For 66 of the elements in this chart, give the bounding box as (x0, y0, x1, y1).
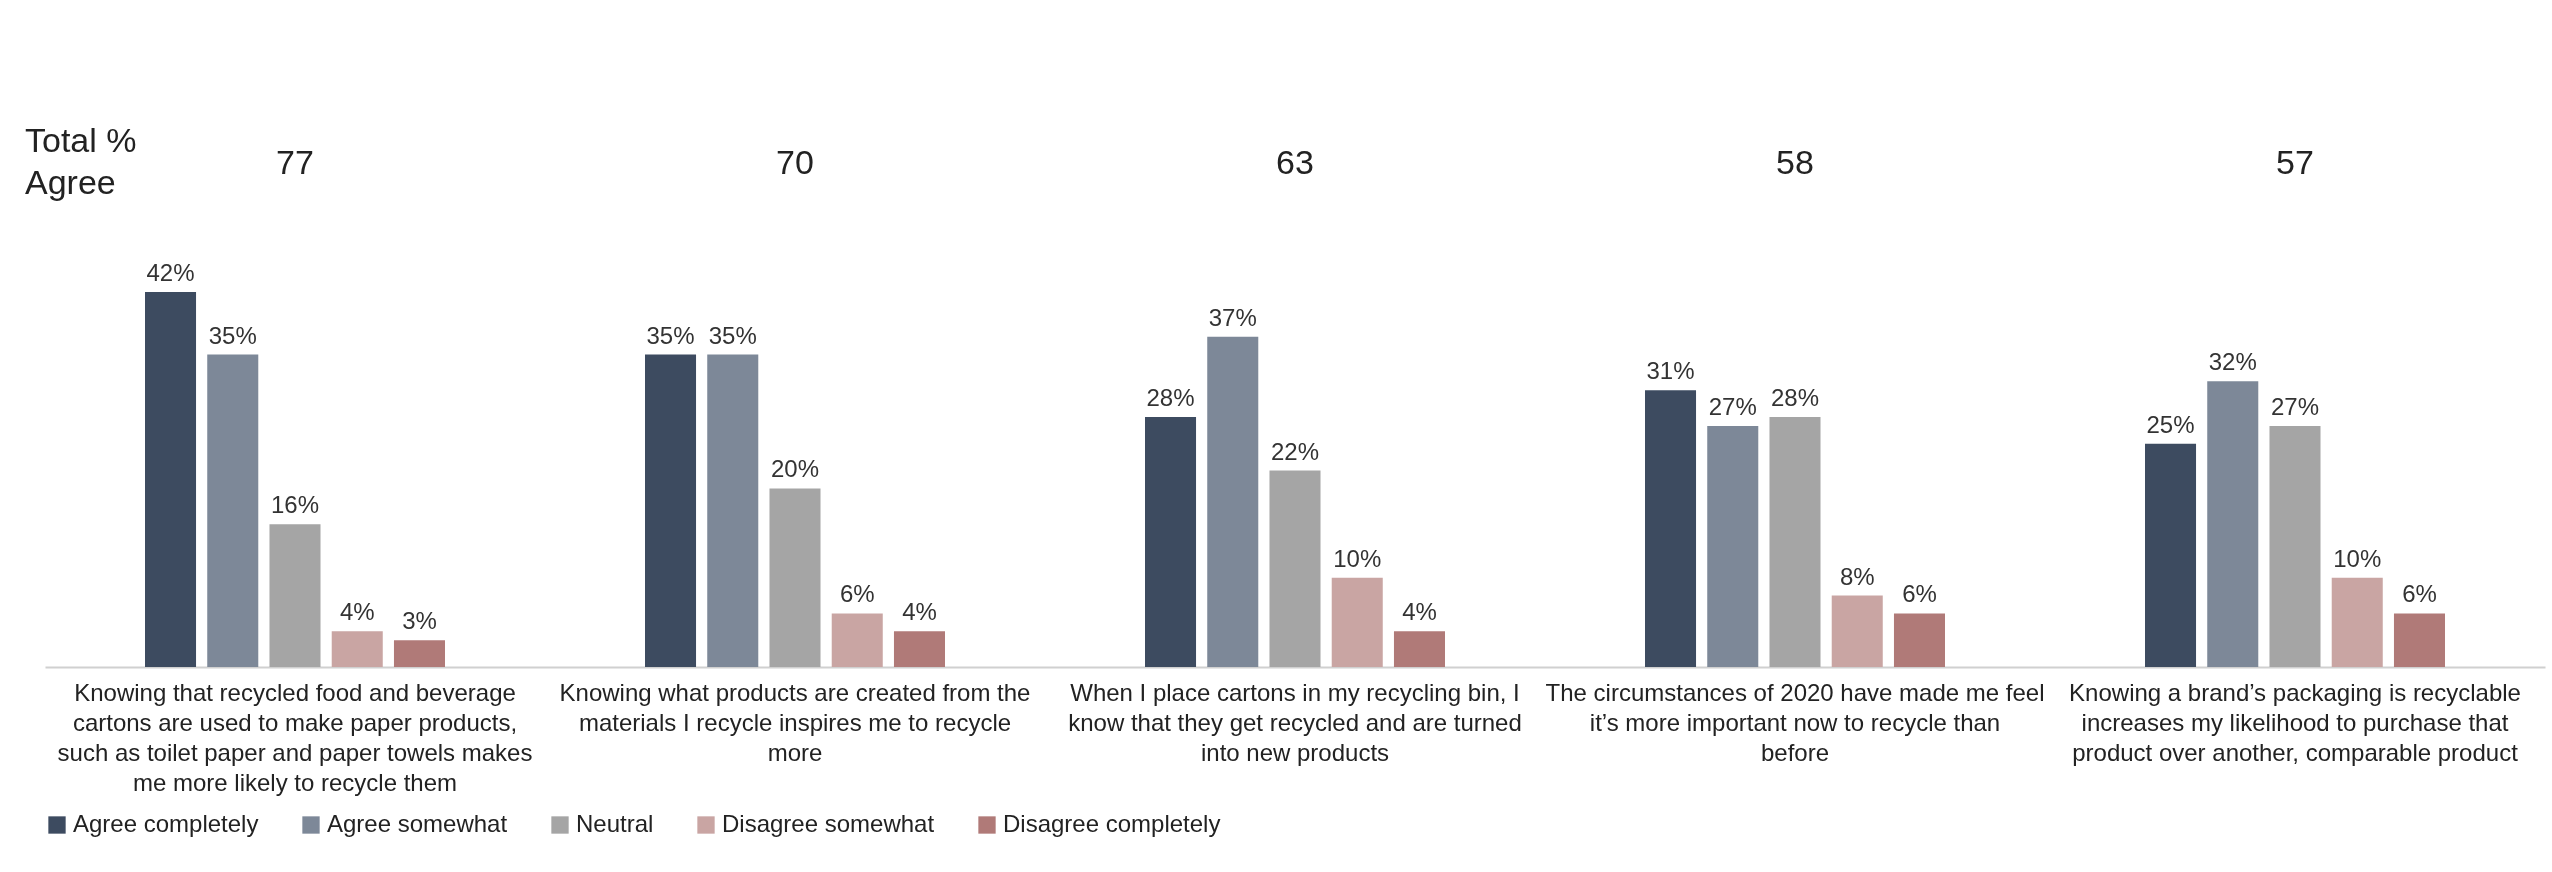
data-label: 28% (1770, 384, 1820, 411)
data-label: 35% (646, 321, 695, 349)
data-label: 31% (1646, 357, 1695, 385)
bar (2393, 613, 2445, 667)
data-label: 16% (270, 491, 320, 519)
text: 58 (1776, 143, 1814, 181)
data-label: 10% (1333, 544, 1382, 572)
bar (1831, 595, 1883, 667)
bar (2207, 381, 2259, 667)
data-label: 3% (402, 607, 437, 635)
data-label: 4% (339, 598, 375, 626)
data-label: 22% (1270, 437, 1320, 465)
bar (769, 488, 821, 667)
bar (1269, 470, 1321, 667)
data-label: 35% (708, 321, 757, 349)
bar (707, 354, 759, 667)
data-label: 37% (1208, 303, 1257, 331)
bar (2331, 577, 2383, 667)
bar (331, 631, 383, 667)
x-tick-label: Knowing a brand’s packaging is recyclable increases my likelihood to purchase that product over another, comparable product (2069, 678, 2521, 766)
data-label: 6% (1902, 580, 1937, 608)
data-label: 35% (208, 321, 257, 349)
x-tick-label: When I place cartons in my recycling bin, I know that they get recycled and are turned into new products (1068, 678, 1522, 766)
legend-label: Neutral (576, 810, 654, 837)
data-label: 8% (1839, 562, 1875, 590)
bar (393, 640, 445, 667)
text: Total % Agree (25, 121, 137, 201)
x-tick-label: Knowing what products are created from the materials I recycle inspires me to recycle more (559, 678, 1031, 766)
data-label: 10% (2333, 544, 2382, 572)
data-label: 20% (770, 455, 820, 483)
text: 77 (276, 143, 314, 181)
bar (831, 613, 883, 667)
data-label: 27% (2270, 392, 2320, 420)
bar (645, 354, 697, 667)
data-label: 6% (2402, 580, 2437, 608)
bar (1207, 336, 1259, 667)
data-label: 4% (902, 598, 937, 626)
bar (1145, 417, 1197, 667)
bar (1769, 417, 1821, 667)
bar (1707, 425, 1759, 667)
text: 70 (776, 143, 814, 181)
bar (2269, 425, 2321, 667)
data-label: 28% (1146, 384, 1195, 411)
data-label: 42% (146, 259, 195, 286)
x-tick-label: Knowing that recycled food and beverage cartons are used to make paper products, such as toilet paper and paper towels makes me more likely to recycle them (57, 678, 533, 796)
legend-label: Agree somewhat (327, 810, 508, 837)
legend-label: Disagree somewhat (722, 810, 935, 837)
bar (269, 524, 321, 667)
data-label: 32% (2208, 348, 2257, 376)
bar (145, 292, 197, 667)
text: 63 (1276, 143, 1314, 181)
data-label: 4% (1402, 598, 1437, 626)
bar (207, 354, 259, 667)
bar (893, 631, 945, 667)
bar (1893, 613, 1945, 667)
data-label: 25% (2146, 410, 2195, 438)
legend-label: Agree completely (73, 810, 259, 837)
legend-label: Disagree completely (1003, 810, 1221, 837)
bar (2145, 443, 2197, 667)
bar (1331, 577, 1383, 667)
x-tick-label: The circumstances of 2020 have made me feel it’s more important now to recycle than before (1545, 678, 2045, 766)
data-label: 27% (1708, 392, 1757, 420)
bar (1645, 390, 1697, 667)
data-label: 6% (839, 580, 875, 608)
text: 57 (2276, 143, 2314, 181)
bar (1393, 631, 1445, 667)
